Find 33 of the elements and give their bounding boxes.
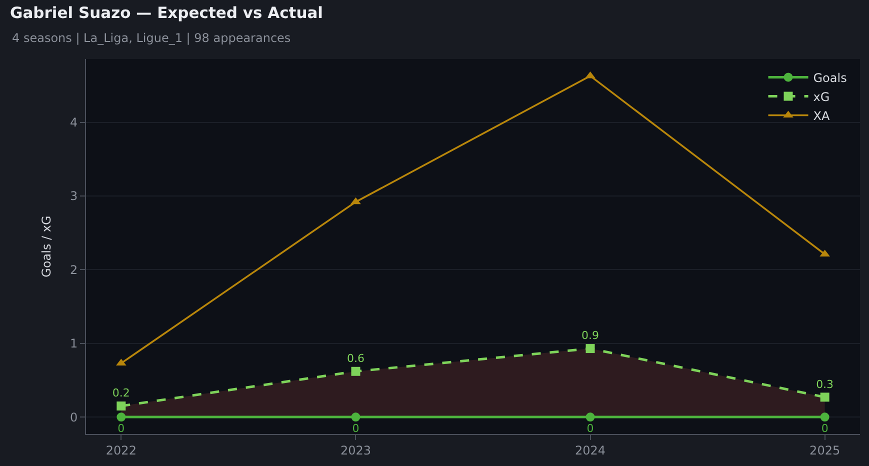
data-label: 0 (352, 422, 360, 435)
x-tick-label: 2023 (340, 443, 372, 458)
y-tick-label: 3 (70, 189, 78, 204)
point (350, 197, 361, 204)
x-tick-label: 2024 (574, 443, 606, 458)
data-label: 0.9 (582, 329, 600, 342)
point (820, 392, 830, 402)
x-tick-label: 2025 (810, 443, 840, 458)
y-tick-label: 0 (70, 410, 78, 424)
data-label: 0.3 (816, 378, 834, 391)
data-label: 0.2 (112, 386, 130, 400)
legend-label: XA (813, 108, 830, 123)
x-tick-label: 2022 (106, 443, 136, 458)
point (820, 412, 830, 422)
point (586, 412, 595, 422)
data-label: 0.6 (346, 352, 364, 366)
legend-label: xG (813, 90, 830, 104)
point (585, 71, 596, 78)
y-tick-label: 4 (70, 116, 78, 130)
y-axis-title: Goals / xG (39, 216, 54, 278)
chart-title: Gabriel Suazo — Expected vs Actual (10, 4, 323, 22)
point (586, 344, 595, 354)
y-tick-label: 1 (70, 336, 78, 351)
point (351, 412, 360, 422)
data-label: 0 (821, 422, 828, 435)
point (116, 402, 126, 410)
data-label: 0 (586, 422, 594, 435)
data-label: 0 (118, 422, 125, 435)
legend-label: Goals (813, 70, 847, 85)
y-tick-label: 2 (70, 262, 78, 277)
point (351, 366, 360, 376)
chart-subtitle: 4 seasons | La_Liga, Ligue_1 | 98 appearances (12, 31, 291, 45)
point (116, 412, 126, 422)
